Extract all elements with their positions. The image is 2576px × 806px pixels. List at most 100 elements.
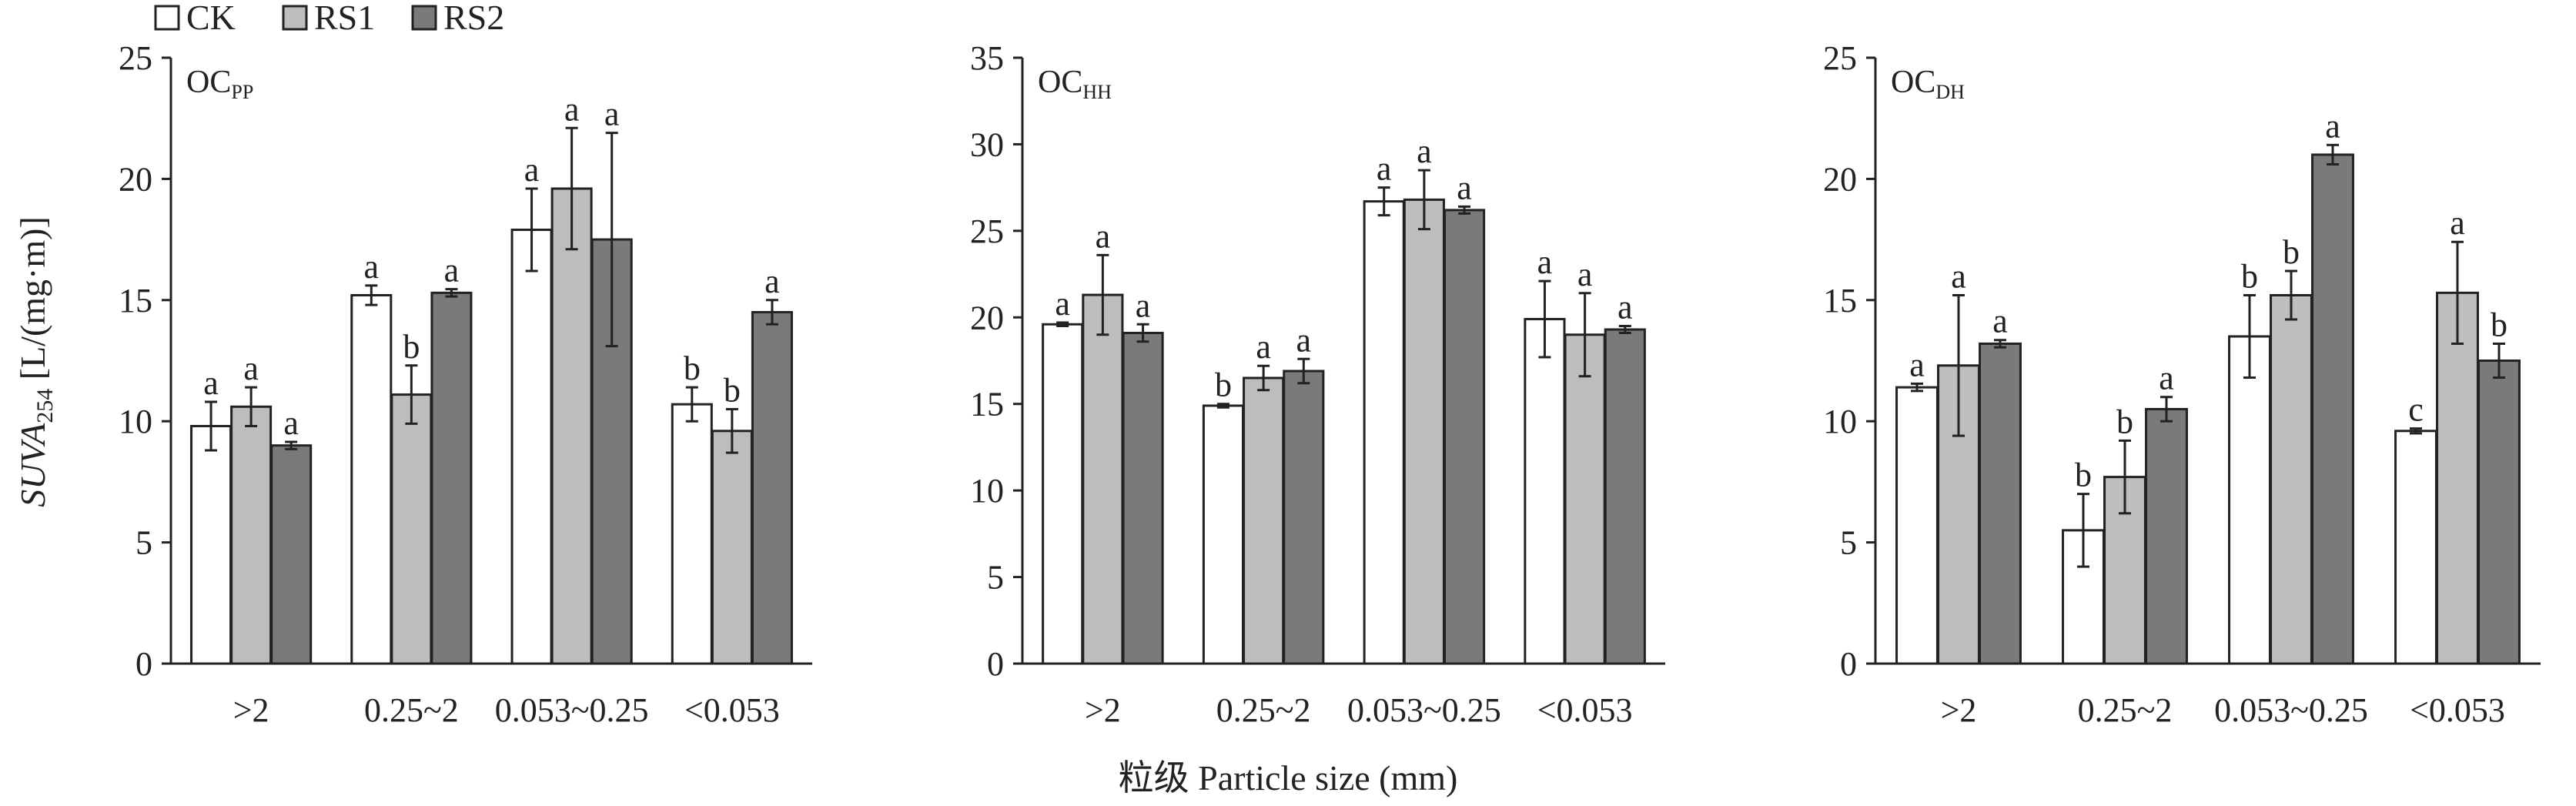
significance-letter: a	[1457, 169, 1472, 206]
significance-letter: b	[1215, 366, 1232, 404]
panel-label: OCHH	[1038, 65, 1112, 103]
y-tick-label: 5	[1840, 524, 1857, 562]
bar-rs2	[1443, 209, 1486, 665]
bar-rs1	[2436, 291, 2479, 665]
significance-letter: a	[243, 349, 259, 387]
bar-rs2	[1283, 370, 1325, 665]
legend-swatch-rs1	[282, 5, 308, 31]
significance-letter: a	[2450, 204, 2465, 242]
bar-rs2	[1979, 342, 2022, 665]
significance-letter: a	[1256, 328, 1271, 366]
bar-ck	[1895, 386, 1939, 665]
significance-letter: a	[1417, 132, 1432, 170]
significance-letter: a	[2325, 107, 2340, 145]
category-label: >2	[1941, 691, 1977, 729]
legend-label-ck: CK	[186, 0, 236, 37]
significance-letter: b	[2491, 306, 2507, 343]
significance-letter: a	[444, 252, 460, 289]
bar-ck	[1202, 404, 1245, 665]
y-tick-label: 0	[987, 645, 1004, 683]
panel-oc-dh: 0510152025OCDHaaa>2bba0.25~2bba0.053~0.2…	[1823, 39, 2541, 729]
y-tick-label: 0	[1840, 645, 1857, 683]
bar-rs2	[2145, 407, 2188, 665]
category-label: <0.053	[684, 691, 780, 729]
significance-letter: b	[2075, 457, 2092, 494]
bar-ck	[2394, 430, 2437, 665]
y-tick-label: 15	[1823, 282, 1857, 319]
significance-letter: a	[1296, 321, 1312, 359]
bar-ck	[1524, 318, 1566, 665]
significance-letter: a	[1537, 243, 1553, 281]
y-tick-label: 20	[1823, 160, 1857, 198]
panel-label: OCPP	[186, 65, 253, 103]
bar-rs2	[430, 291, 473, 665]
significance-letter: a	[564, 90, 580, 128]
bar-rs1	[2270, 294, 2313, 665]
category-label: >2	[233, 691, 269, 729]
category-label: 0.25~2	[1216, 691, 1311, 729]
category-label: 0.053~0.25	[1347, 691, 1501, 729]
bar-ck	[510, 229, 553, 665]
y-tick-label: 25	[119, 39, 152, 77]
bar-ck	[350, 294, 393, 665]
legend-swatch-rs2	[411, 5, 437, 31]
bar-rs2	[751, 311, 793, 665]
y-tick-label: 20	[970, 299, 1004, 336]
bar-ck	[1363, 200, 1405, 665]
bar-ck	[671, 403, 713, 665]
category-label: <0.053	[2410, 691, 2505, 729]
panel-label-main: OC	[186, 65, 231, 100]
bar-rs1	[230, 405, 273, 665]
y-axis-title-rest: [L/(mg·m)]	[13, 216, 52, 389]
category-label: 0.053~0.25	[495, 691, 649, 729]
significance-letter: a	[1951, 258, 1966, 296]
y-tick-label: 10	[1823, 403, 1857, 440]
significance-letter: a	[524, 151, 540, 189]
legend: CK RS1 RS2	[154, 0, 504, 37]
x-axis-title: 粒级 Particle size (mm)	[1119, 758, 1458, 798]
significance-letter: b	[2241, 258, 2258, 296]
significance-letter: a	[1096, 217, 1111, 255]
y-tick-label: 20	[119, 160, 152, 198]
category-label: <0.053	[1537, 691, 1633, 729]
bar-ck	[190, 424, 233, 665]
y-tick-label: 5	[987, 559, 1004, 597]
panel-label-sub: HH	[1082, 81, 1112, 103]
significance-letter: b	[2116, 403, 2133, 440]
significance-letter: b	[2283, 233, 2300, 271]
significance-letter: a	[1055, 285, 1070, 323]
significance-letter: c	[2408, 391, 2424, 429]
y-tick-label: 35	[970, 39, 1004, 77]
significance-letter: a	[2159, 360, 2174, 397]
y-tick-label: 0	[135, 645, 152, 683]
y-tick-label: 25	[1823, 39, 1857, 77]
legend-swatch-ck	[154, 5, 180, 31]
bar-rs1	[390, 393, 433, 665]
bar-rs2	[2311, 153, 2354, 665]
panel-label-main: OC	[1891, 65, 1935, 100]
significance-letter: b	[724, 371, 741, 409]
y-tick-label: 25	[970, 212, 1004, 250]
bar-rs1	[1403, 198, 1445, 665]
y-axis-title-main: SUVA	[13, 423, 52, 507]
y-tick-label: 10	[970, 472, 1004, 510]
significance-letter: b	[403, 328, 420, 366]
bar-rs2	[1604, 328, 1646, 665]
significance-letter: a	[1577, 256, 1593, 293]
bar-rs1	[1082, 293, 1124, 665]
y-tick-label: 10	[119, 403, 152, 440]
significance-letter: a	[1909, 346, 1925, 383]
bar-rs1	[711, 430, 753, 665]
bar-rs2	[1122, 332, 1164, 665]
panel-label-main: OC	[1038, 65, 1082, 100]
significance-letter: b	[684, 349, 701, 387]
bar-rs1	[1564, 333, 1606, 665]
bar-rs2	[270, 444, 313, 665]
y-tick-label: 30	[970, 125, 1004, 163]
y-tick-label: 15	[119, 282, 152, 319]
panel-label-sub: DH	[1935, 81, 1965, 103]
y-axis-title-sub: 254	[32, 389, 58, 423]
